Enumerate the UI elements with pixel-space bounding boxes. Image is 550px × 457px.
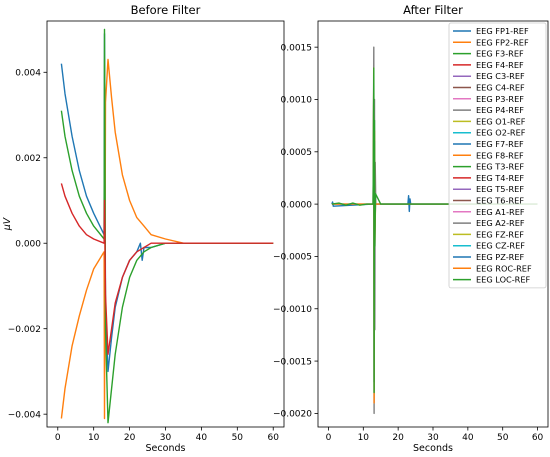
x-tick-label: 20	[392, 433, 404, 443]
before-filter-y-ticks: −0.004 −0.002 0.000 0.002 0.004	[8, 68, 47, 420]
after-filter-lines	[331, 46, 538, 415]
legend-entry-label: EEG C3-REF	[476, 71, 525, 81]
legend-entry-label: EEG PZ-REF	[476, 252, 525, 262]
legend-entry-label: EEG F7-REF	[476, 139, 524, 149]
legend-entry-label: EEG T5-REF	[476, 184, 524, 194]
x-tick-label: 40	[462, 433, 474, 443]
legend-entry-label: EEG P4-REF	[476, 105, 524, 115]
legend-entry-label: EEG FZ-REF	[476, 229, 524, 239]
y-tick-label: −0.0015	[273, 357, 312, 367]
y-tick-label: 0.004	[15, 68, 41, 78]
y-tick-label: −0.0020	[273, 410, 312, 420]
before-filter-lines	[60, 28, 274, 424]
legend-entry-label: EEG T4-REF	[476, 173, 524, 183]
y-tick-label: 0.002	[15, 154, 41, 164]
before-filter-y-label: μV	[2, 216, 13, 231]
x-tick-label: 60	[532, 433, 544, 443]
x-tick-label: 30	[427, 433, 439, 443]
y-tick-label: −0.0010	[273, 305, 312, 315]
x-tick-label: 50	[232, 433, 244, 443]
legend-entry-label: EEG T3-REF	[476, 162, 524, 172]
legend-entry-label: EEG O2-REF	[476, 128, 526, 138]
before-filter-title: Before Filter	[131, 3, 201, 17]
after-filter-panel: After Filter 0 10 20 30 40 50 60 −0.0020 −0.001…	[273, 3, 549, 454]
x-tick-label: 20	[124, 433, 136, 443]
legend-entry-label: EEG A2-REF	[476, 218, 525, 228]
before-filter-panel: Before Filter 0 10 20 30 40 50 60 −0.004 −0.002…	[2, 3, 285, 454]
series-line-1	[60, 58, 274, 420]
y-tick-label: 0.000	[15, 239, 41, 249]
y-tick-label: −0.002	[8, 325, 41, 335]
y-tick-label: −0.0005	[273, 253, 312, 263]
y-tick-label: −0.004	[8, 410, 42, 420]
y-tick-label: 0.0010	[281, 96, 313, 106]
y-tick-label: 0.0005	[281, 148, 313, 158]
legend-entry-label: EEG FP1-REF	[476, 26, 529, 36]
y-tick-label: 0.0000	[281, 200, 313, 210]
before-filter-x-label: Seconds	[146, 443, 186, 454]
legend-entry-label: EEG CZ-REF	[476, 241, 525, 251]
x-tick-label: 30	[160, 433, 172, 443]
after-filter-title: After Filter	[403, 3, 463, 17]
x-tick-label: 50	[497, 433, 509, 443]
legend-entry-label: EEG P3-REF	[476, 94, 524, 104]
legend-entry-label: EEG F3-REF	[476, 49, 524, 59]
x-tick-label: 10	[88, 433, 100, 443]
legend-entry-label: EEG O1-REF	[476, 116, 526, 126]
after-filter-x-label: Seconds	[413, 443, 453, 454]
legend-entry-label: EEG F4-REF	[476, 60, 524, 70]
x-tick-label: 0	[55, 433, 61, 443]
y-tick-label: 0.0015	[281, 43, 313, 53]
legend-box	[448, 22, 547, 289]
legend-entry-label: EEG F8-REF	[476, 150, 524, 160]
legend-entry-label: EEG C4-REF	[476, 83, 525, 93]
series-line-2	[60, 28, 274, 424]
legend-entry-label: EEG FP2-REF	[476, 37, 529, 47]
series-line-3	[331, 67, 538, 394]
before-filter-x-ticks: 0 10 20 30 40 50 60	[55, 427, 279, 443]
x-tick-label: 40	[196, 433, 208, 443]
x-tick-label: 60	[268, 433, 280, 443]
series-line-3	[60, 183, 274, 355]
legend-entry-label: EEG ROC-REF	[476, 263, 532, 273]
x-tick-label: 0	[326, 433, 332, 443]
legend-entry-label: EEG T6-REF	[476, 196, 524, 206]
x-tick-label: 10	[358, 433, 370, 443]
after-filter-y-ticks: −0.0020 −0.0015 −0.0010 −0.0005 0.0000 0.0005…	[273, 43, 318, 420]
legend-entry-label: EEG LOC-REF	[476, 275, 531, 285]
after-filter-x-ticks: 0 10 20 30 40 50 60	[326, 427, 544, 443]
legend-entry-label: EEG A1-REF	[476, 207, 525, 217]
